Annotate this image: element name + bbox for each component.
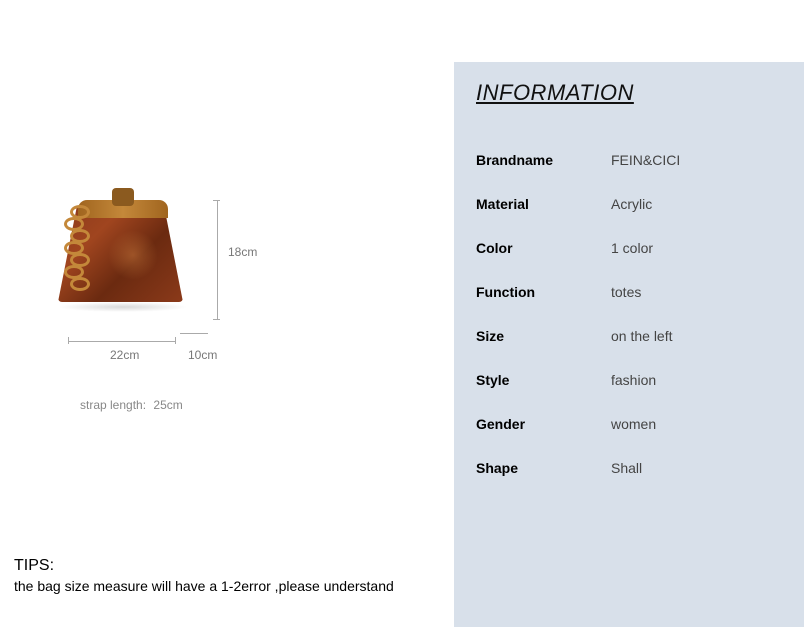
info-row-size: Size on the left xyxy=(476,314,804,358)
left-panel: 18cm 22cm 10cm strap length: 25cm TIPS: … xyxy=(0,0,420,630)
info-value: 1 color xyxy=(611,240,653,256)
bag-chain xyxy=(56,205,96,305)
info-label: Brandname xyxy=(476,152,611,168)
info-value: fashion xyxy=(611,372,656,388)
info-value: FEIN&CICI xyxy=(611,152,680,168)
dimension-depth-label: 10cm xyxy=(188,348,217,362)
bag-highlight xyxy=(108,230,158,280)
info-value: totes xyxy=(611,284,641,300)
dimension-width-line xyxy=(68,334,176,342)
product-image-area: 18cm 22cm 10cm strap length: 25cm xyxy=(40,170,330,370)
info-label: Style xyxy=(476,372,611,388)
info-row-gender: Gender women xyxy=(476,402,804,446)
info-panel: INFORMATION Brandname FEIN&CICI Material… xyxy=(454,62,804,627)
spacer xyxy=(420,0,454,630)
info-header: INFORMATION xyxy=(454,62,804,120)
info-row-function: Function totes xyxy=(476,270,804,314)
dimension-height-line xyxy=(210,200,218,320)
info-row-style: Style fashion xyxy=(476,358,804,402)
tips-section: TIPS: the bag size measure will have a 1… xyxy=(14,557,414,596)
info-value: on the left xyxy=(611,328,673,344)
info-body: Brandname FEIN&CICI Material Acrylic Col… xyxy=(454,120,804,490)
page-container: 18cm 22cm 10cm strap length: 25cm TIPS: … xyxy=(0,0,804,630)
info-row-color: Color 1 color xyxy=(476,226,804,270)
info-label: Gender xyxy=(476,416,611,432)
info-title: INFORMATION xyxy=(476,80,782,106)
info-label: Color xyxy=(476,240,611,256)
info-row-material: Material Acrylic xyxy=(476,182,804,226)
tips-text: the bag size measure will have a 1-2erro… xyxy=(14,577,414,596)
info-label: Size xyxy=(476,328,611,344)
bag-knot xyxy=(112,188,134,206)
info-row-brandname: Brandname FEIN&CICI xyxy=(476,138,804,182)
info-value: women xyxy=(611,416,656,432)
info-row-shape: Shape Shall xyxy=(476,446,804,490)
tips-title: TIPS: xyxy=(14,557,414,575)
dimension-depth-line xyxy=(180,326,208,334)
dimension-height-label: 18cm xyxy=(228,245,257,259)
info-value: Acrylic xyxy=(611,196,652,212)
info-label: Material xyxy=(476,196,611,212)
info-value: Shall xyxy=(611,460,642,476)
chain-link xyxy=(70,277,90,291)
product-bag-image xyxy=(48,170,198,320)
strap-length-row: strap length: 25cm xyxy=(80,398,183,412)
info-label: Shape xyxy=(476,460,611,476)
strap-length-label: strap length: xyxy=(80,398,146,412)
dimension-width-label: 22cm xyxy=(110,348,139,362)
info-label: Function xyxy=(476,284,611,300)
strap-length-value: 25cm xyxy=(153,398,182,412)
